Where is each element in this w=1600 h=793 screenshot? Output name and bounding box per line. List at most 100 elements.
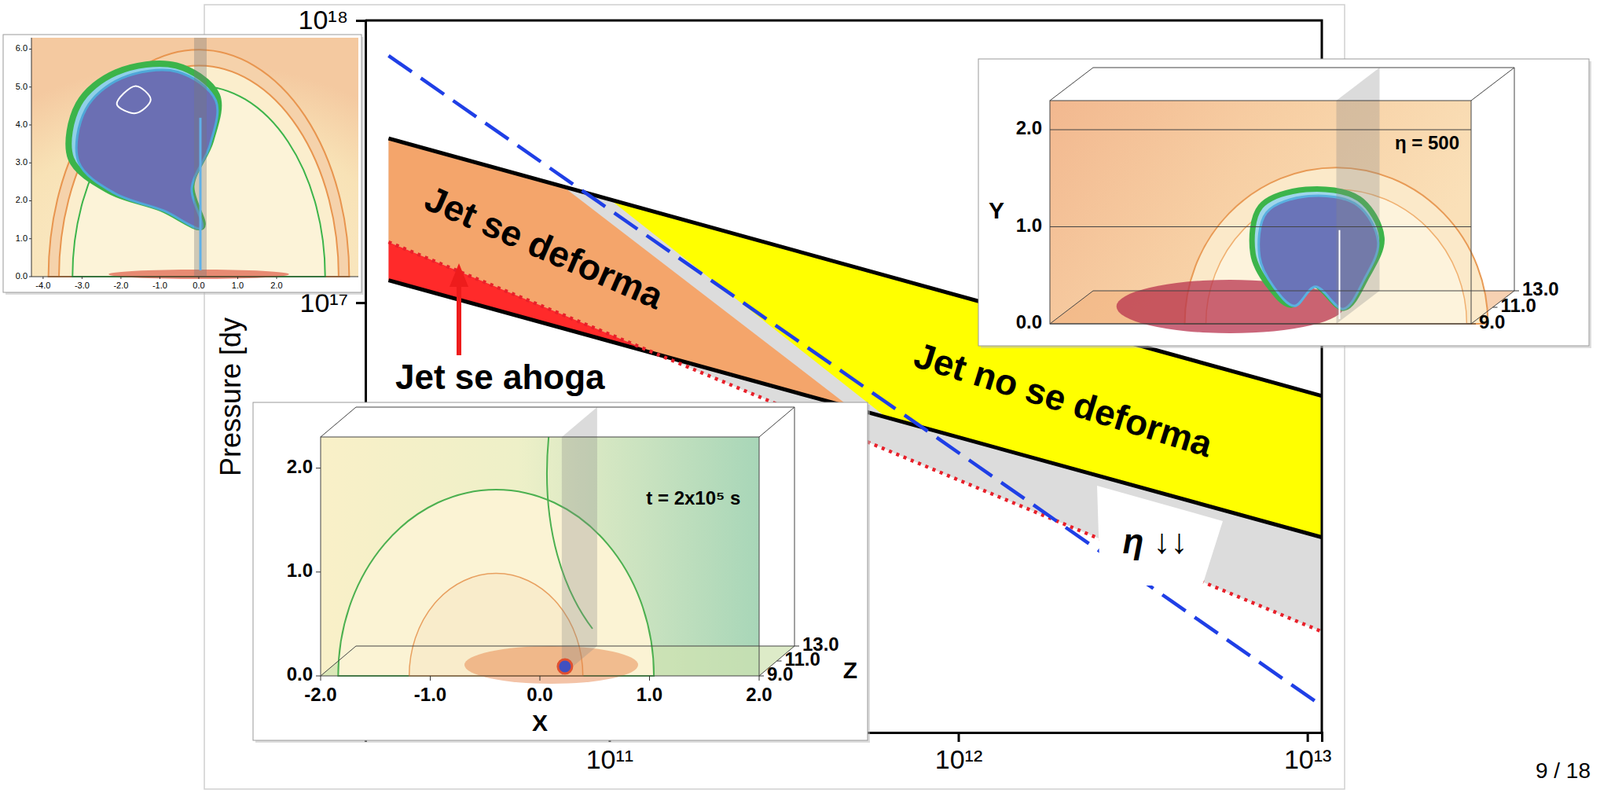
inset-grid-line <box>1049 226 1472 228</box>
inset-tick-mark <box>159 276 161 279</box>
inset-panel <box>3 34 362 293</box>
inset-tick-label: -2.0 <box>304 683 337 705</box>
inset-box <box>1049 67 1515 324</box>
annotation: Jet se ahoga <box>395 357 606 397</box>
inset-shadow <box>5 36 364 295</box>
inset-tick-mark <box>120 276 122 279</box>
inset-tick-label: 4.0 <box>15 119 28 129</box>
inset-axes <box>31 37 359 277</box>
inset-tick-label: 0.0 <box>526 683 553 705</box>
inset-tick-label: -1.0 <box>152 280 168 290</box>
inset-tick-mark <box>29 162 32 164</box>
inset-tick-mark <box>759 675 764 677</box>
inset-tick-mark <box>29 48 32 50</box>
render-jet <box>198 117 202 271</box>
inset-tick-label: -4.0 <box>35 280 51 290</box>
inset-tick-label: -3.0 <box>74 280 90 290</box>
inset-tick-label: 2.0 <box>15 194 28 205</box>
inset-grid-line <box>1049 323 1472 325</box>
x-tick-label: 10¹² <box>935 744 983 775</box>
inset-tick-label: 2.0 <box>270 280 283 290</box>
inset-tick-label: 1.0 <box>1016 214 1043 236</box>
render-plane <box>194 37 207 277</box>
label-patch <box>1097 485 1223 586</box>
inset-panel <box>253 402 868 741</box>
y-tick-mark <box>355 19 366 23</box>
x-tick-mark <box>957 732 961 742</box>
inset-tick-mark <box>1471 323 1476 325</box>
render-plane <box>1335 67 1380 324</box>
inset-tick-mark <box>29 124 32 125</box>
inset-face-frame <box>320 436 760 676</box>
inset-axis-title: X <box>532 709 548 736</box>
render-jet <box>1338 230 1340 320</box>
render-background <box>320 436 760 676</box>
inset-tick-label: 0.0 <box>15 271 28 281</box>
inset-top-right: 0.01.02.09.011.013.0Yη = 500 <box>978 58 1592 349</box>
render-ground <box>464 645 639 684</box>
annotation-arrow <box>456 282 462 356</box>
inset-tick-mark <box>315 675 321 677</box>
inset-tick-mark <box>794 645 800 647</box>
render-jet <box>557 659 573 674</box>
inset-tick-mark <box>42 276 44 279</box>
inset-title: t = 2x10⁵ s <box>645 487 741 509</box>
y-axis-title: Pressure [dy <box>214 317 247 477</box>
inset-tick-mark <box>29 86 32 88</box>
inset-tick-label: 1.0 <box>286 559 313 581</box>
inset-axis-title: Y <box>988 197 1005 224</box>
inset-tick-mark <box>320 675 322 681</box>
inset-panel <box>978 58 1589 346</box>
render-plane <box>561 407 598 676</box>
inset-tick-label: 0.0 <box>192 280 205 290</box>
render-blob <box>117 85 151 114</box>
x-tick-label: 10¹³ <box>1284 744 1332 775</box>
inset-axis-title: Z <box>843 656 858 683</box>
y-tick: 10¹⁸ <box>298 4 366 35</box>
inset-tick-label: 6.0 <box>15 43 28 53</box>
annotation: Jet no se deforma <box>909 333 1218 465</box>
inset-tick-mark <box>237 276 239 279</box>
inset-tick-mark <box>429 675 431 681</box>
inset-tick-label: 2.0 <box>286 455 313 478</box>
inset-grid-line <box>1049 129 1472 131</box>
inset-tick-label: 1.0 <box>15 233 28 243</box>
annotation-arrowhead <box>449 263 469 287</box>
inset-tick-mark <box>29 276 32 278</box>
inset-lower-left: -2.0-1.00.01.02.00.01.02.09.011.013.0XZt… <box>253 402 870 743</box>
inset-tick-mark <box>29 238 32 239</box>
inset-tick-label: 13.0 <box>1522 278 1560 300</box>
render-contour <box>337 489 654 676</box>
inset-tick-mark <box>315 467 321 469</box>
x-tick: 10¹³ <box>1284 732 1332 775</box>
inset-box <box>320 407 795 676</box>
annotation: η ↓↓ <box>1122 521 1188 561</box>
inset-top-left: -4.0 -3.0 -2.0 -1.0 0.0 1.0 2.0 0.0 1.0 2.0 3.0 4.0… <box>3 34 364 295</box>
slide: 10¹¹10¹²10¹³10¹⁷10¹⁸Pressure [dy-4.0-3.0… <box>0 0 1600 793</box>
inset-tick-mark <box>539 675 541 681</box>
inset-tick-label: 1.0 <box>231 280 244 290</box>
inset-tick-label: 3.0 <box>15 157 28 167</box>
x-tick-label: 10¹¹ <box>586 744 634 775</box>
inset-tick-label: 0.0 <box>1016 311 1043 333</box>
x-tick-mark <box>1306 732 1310 742</box>
inset-tick-mark <box>777 660 782 662</box>
inset-face-frame <box>1049 100 1472 324</box>
render-background <box>31 37 359 277</box>
y-tick-label: 10¹⁸ <box>298 4 349 35</box>
inset-tick-mark <box>315 571 321 573</box>
inset-tick-mark <box>198 276 199 279</box>
inset-tick-label: -2.0 <box>113 280 129 290</box>
inset-tick-mark <box>649 675 650 681</box>
inset-title: η = 500 <box>1394 132 1460 154</box>
x-tick: 10¹² <box>935 732 983 775</box>
inset-tick-mark <box>1514 290 1520 292</box>
inset-tick-label: 1.0 <box>636 683 663 705</box>
inset-tick-label: 5.0 <box>15 81 28 92</box>
inset-tick-label: 0.0 <box>286 663 313 685</box>
inset-tick-mark <box>759 675 760 681</box>
inset-tick-label: 2.0 <box>745 683 772 705</box>
inset-tick-mark <box>81 276 83 279</box>
y-tick-mark <box>355 301 366 305</box>
inset-tick-mark <box>29 200 32 202</box>
